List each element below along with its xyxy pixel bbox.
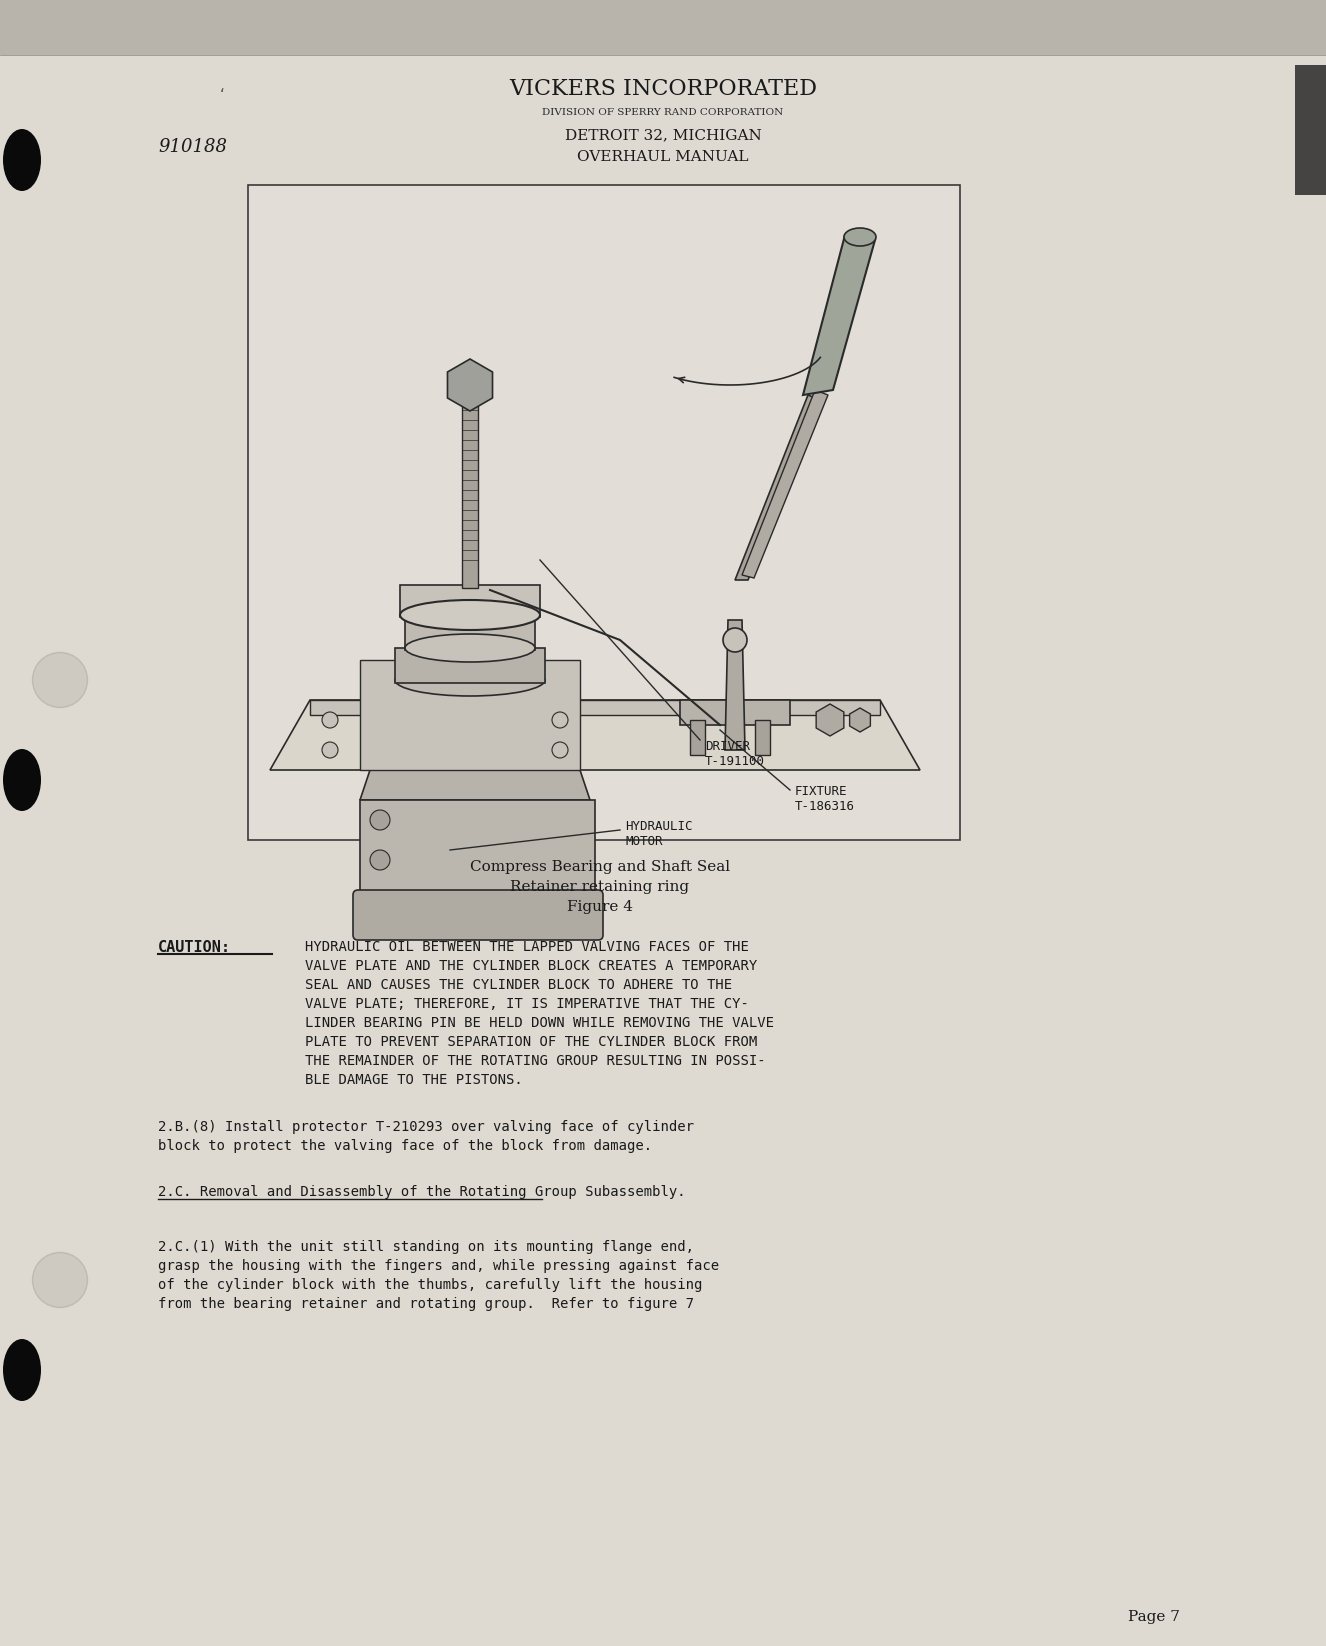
Text: Compress Bearing and Shaft Seal: Compress Bearing and Shaft Seal — [469, 859, 731, 874]
Circle shape — [552, 713, 568, 728]
Ellipse shape — [845, 229, 876, 245]
Polygon shape — [743, 390, 827, 578]
Ellipse shape — [395, 663, 545, 696]
Ellipse shape — [404, 634, 534, 662]
Text: DRIVER
T-191100: DRIVER T-191100 — [705, 741, 765, 769]
Polygon shape — [804, 235, 875, 395]
Bar — [680, 700, 790, 724]
Polygon shape — [359, 770, 590, 800]
Bar — [359, 660, 579, 770]
Circle shape — [322, 713, 338, 728]
Circle shape — [370, 810, 390, 830]
Text: 2.B.(8) Install protector T-210293 over valving face of cylinder: 2.B.(8) Install protector T-210293 over … — [158, 1119, 693, 1134]
Circle shape — [322, 742, 338, 759]
Text: DIVISION OF SPERRY RAND CORPORATION: DIVISION OF SPERRY RAND CORPORATION — [542, 109, 784, 117]
Polygon shape — [735, 395, 819, 579]
Text: VALVE PLATE AND THE CYLINDER BLOCK CREATES A TEMPORARY: VALVE PLATE AND THE CYLINDER BLOCK CREAT… — [305, 960, 757, 973]
Text: 2.C.(1) With the unit still standing on its mounting flange end,: 2.C.(1) With the unit still standing on … — [158, 1239, 693, 1254]
Bar — [0, 0, 1326, 54]
Text: FIXTURE
T-186316: FIXTURE T-186316 — [796, 785, 855, 813]
Text: THE REMAINDER OF THE ROTATING GROUP RESULTING IN POSSI-: THE REMAINDER OF THE ROTATING GROUP RESU… — [305, 1053, 765, 1068]
Ellipse shape — [3, 749, 41, 811]
Ellipse shape — [400, 601, 540, 630]
Text: block to protect the valving face of the block from damage.: block to protect the valving face of the… — [158, 1139, 652, 1152]
Polygon shape — [310, 700, 880, 714]
Text: of the cylinder block with the thumbs, carefully lift the housing: of the cylinder block with the thumbs, c… — [158, 1277, 703, 1292]
Text: Page 7: Page 7 — [1128, 1610, 1180, 1625]
Circle shape — [723, 629, 747, 652]
Text: from the bearing retainer and rotating group.  Refer to figure 7: from the bearing retainer and rotating g… — [158, 1297, 693, 1310]
Text: grasp the housing with the fingers and, while pressing against face: grasp the housing with the fingers and, … — [158, 1259, 719, 1272]
Text: 2.C. Removal and Disassembly of the Rotating Group Subassembly.: 2.C. Removal and Disassembly of the Rota… — [158, 1185, 686, 1198]
Text: ‘: ‘ — [220, 87, 225, 104]
Polygon shape — [271, 700, 920, 770]
Text: DETROIT 32, MICHIGAN: DETROIT 32, MICHIGAN — [565, 128, 761, 142]
Text: VALVE PLATE; THEREFORE, IT IS IMPERATIVE THAT THE CY-: VALVE PLATE; THEREFORE, IT IS IMPERATIVE… — [305, 997, 749, 1011]
Bar — [248, 184, 960, 839]
Text: HYDRAULIC OIL BETWEEN THE LAPPED VALVING FACES OF THE: HYDRAULIC OIL BETWEEN THE LAPPED VALVING… — [305, 940, 749, 955]
Text: VICKERS INCORPORATED: VICKERS INCORPORATED — [509, 77, 817, 100]
Text: PLATE TO PREVENT SEPARATION OF THE CYLINDER BLOCK FROM: PLATE TO PREVENT SEPARATION OF THE CYLIN… — [305, 1035, 757, 1049]
Bar — [395, 649, 545, 683]
Bar — [1296, 64, 1326, 194]
Ellipse shape — [3, 128, 41, 191]
Text: SEAL AND CAUSES THE CYLINDER BLOCK TO ADHERE TO THE: SEAL AND CAUSES THE CYLINDER BLOCK TO AD… — [305, 978, 732, 993]
Ellipse shape — [33, 652, 88, 708]
Text: Retainer retaining ring: Retainer retaining ring — [511, 881, 690, 894]
Bar — [404, 616, 534, 650]
Text: HYDRAULIC
MOTOR: HYDRAULIC MOTOR — [625, 820, 692, 848]
Bar — [461, 400, 477, 588]
Bar — [359, 800, 595, 900]
Bar — [754, 719, 770, 756]
Text: BLE DAMAGE TO THE PISTONS.: BLE DAMAGE TO THE PISTONS. — [305, 1073, 522, 1086]
Polygon shape — [725, 621, 745, 751]
Circle shape — [552, 742, 568, 759]
Text: Figure 4: Figure 4 — [568, 900, 633, 914]
FancyBboxPatch shape — [353, 890, 603, 940]
Ellipse shape — [33, 1253, 88, 1307]
Text: LINDER BEARING PIN BE HELD DOWN WHILE REMOVING THE VALVE: LINDER BEARING PIN BE HELD DOWN WHILE RE… — [305, 1016, 774, 1030]
Text: OVERHAUL MANUAL: OVERHAUL MANUAL — [577, 150, 749, 165]
Circle shape — [370, 849, 390, 871]
Text: 910188: 910188 — [158, 138, 227, 156]
Text: CAUTION:: CAUTION: — [158, 940, 231, 955]
Bar — [400, 584, 540, 617]
Ellipse shape — [3, 1338, 41, 1401]
Bar — [690, 719, 705, 756]
